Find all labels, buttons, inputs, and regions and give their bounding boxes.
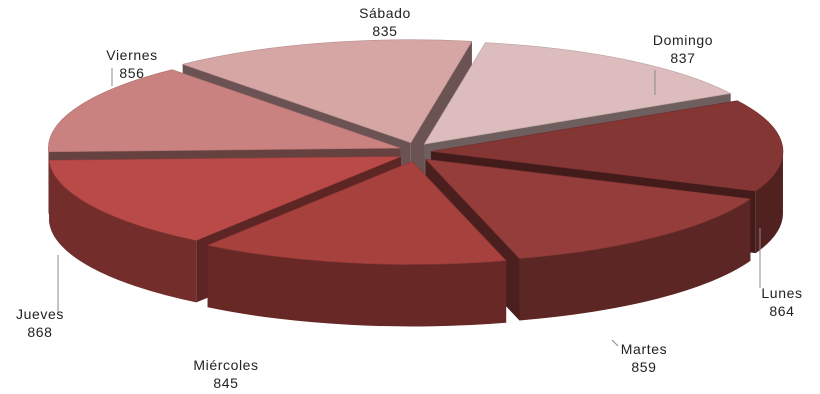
category-label-jueves: Jueves <box>16 306 64 322</box>
category-label-sábado: Sábado <box>359 5 411 21</box>
pie-slice-martes <box>424 158 752 259</box>
value-label-viernes: 856 <box>119 65 144 81</box>
pie-slice-lunes <box>430 100 784 192</box>
value-label-domingo: 837 <box>670 50 695 66</box>
pie-slice-jueves <box>48 156 402 241</box>
pie-slice-side-martes-0 <box>519 198 751 321</box>
category-label-miércoles: Miércoles <box>193 357 258 373</box>
pie-slice-sábado <box>181 39 473 144</box>
pie-slice-miércoles <box>206 161 507 265</box>
value-label-lunes: 864 <box>769 303 794 319</box>
pie-slice-domingo <box>423 42 732 145</box>
category-label-lunes: Lunes <box>761 285 802 301</box>
category-label-viernes: Viernes <box>106 47 157 63</box>
pie-slice-side-miércoles-0 <box>207 245 507 327</box>
pie-slice-viernes <box>48 69 401 153</box>
value-label-miércoles: 845 <box>213 375 238 391</box>
leader-line-martes <box>611 339 619 347</box>
category-label-martes: Martes <box>621 341 667 357</box>
pie-slice-side-jueves-0 <box>49 160 197 303</box>
data-labels: Domingo 837 Lunes 864 Martes 859 Miércoles 845 J… <box>16 5 802 391</box>
category-label-domingo: Domingo <box>653 32 713 48</box>
value-label-martes: 859 <box>631 359 656 375</box>
value-label-sábado: 835 <box>372 23 397 39</box>
pie-slice-tops <box>48 39 784 265</box>
pie-slice-side-lunes-0 <box>755 151 783 254</box>
value-label-jueves: 868 <box>27 324 52 340</box>
